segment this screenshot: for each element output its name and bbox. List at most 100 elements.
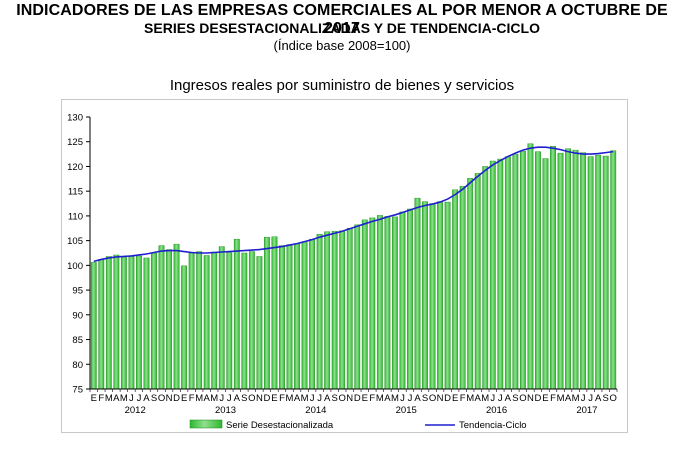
bar: [444, 201, 451, 390]
month-label: E: [452, 393, 458, 404]
month-label: A: [505, 393, 512, 404]
bar: [474, 173, 481, 390]
month-label: J: [317, 393, 322, 404]
bar: [196, 251, 203, 390]
bar: [550, 145, 556, 390]
bar: [557, 152, 564, 390]
year-label: 2014: [305, 405, 326, 416]
bar: [241, 252, 248, 390]
bar: [437, 201, 443, 390]
y-tick-label: 115: [68, 187, 83, 198]
year-label: 2015: [396, 405, 417, 416]
month-label: O: [158, 393, 165, 404]
month-label: A: [324, 393, 331, 404]
bar: [610, 150, 617, 390]
month-label: J: [219, 393, 224, 404]
month-label: D: [263, 393, 270, 404]
bar: [452, 189, 459, 390]
bar: [384, 216, 391, 390]
bar: [535, 151, 541, 390]
month-label: N: [437, 393, 444, 404]
month-label: D: [535, 393, 542, 404]
bar: [286, 244, 293, 390]
bar: [512, 153, 519, 390]
bar: [203, 255, 210, 390]
month-label: A: [113, 393, 120, 404]
month-label: F: [550, 393, 556, 404]
month-label: M: [195, 393, 203, 404]
month-label: J: [400, 393, 405, 404]
month-label: J: [137, 393, 142, 404]
month-label: F: [279, 393, 285, 404]
bar: [256, 256, 263, 390]
month-label: D: [354, 393, 361, 404]
bar: [407, 208, 413, 390]
bar: [519, 150, 526, 390]
bar: [233, 238, 240, 390]
month-label: A: [384, 393, 391, 404]
month-label: A: [143, 393, 150, 404]
month-label: J: [498, 393, 503, 404]
bar: [120, 256, 127, 390]
month-label: M: [481, 393, 489, 404]
bar: [459, 186, 466, 390]
month-label: J: [129, 393, 134, 404]
month-label: N: [166, 393, 173, 404]
month-label: A: [294, 393, 301, 404]
month-label: M: [391, 393, 399, 404]
bar: [392, 216, 398, 390]
y-tick-label: 130: [67, 113, 83, 124]
month-label: M: [210, 393, 218, 404]
year-label: 2012: [125, 405, 146, 416]
bar: [128, 256, 135, 390]
bar: [482, 166, 489, 390]
month-label: A: [204, 393, 211, 404]
month-label: A: [595, 393, 602, 404]
month-label: D: [173, 393, 180, 404]
y-tick-label: 85: [72, 335, 83, 346]
bar: [188, 252, 195, 390]
trend-line: [93, 146, 614, 263]
month-label: A: [565, 393, 572, 404]
year-label: 2013: [215, 405, 236, 416]
month-label: N: [256, 393, 263, 404]
y-tick-label: 105: [67, 236, 83, 247]
bar: [489, 160, 496, 390]
chart-frame: [61, 99, 628, 433]
bar: [361, 219, 368, 390]
bar: [136, 255, 142, 390]
bar: [113, 254, 120, 390]
bar: [331, 231, 338, 390]
month-label: D: [444, 393, 451, 404]
report-subtitle: SERIES DESESTACIONALIZADAS Y DE TENDENCI…: [144, 20, 540, 36]
bar: [309, 238, 316, 390]
bar: [316, 234, 323, 390]
bar: [294, 243, 300, 390]
month-label: F: [189, 393, 195, 404]
bar: [158, 245, 165, 390]
legend-line-label: Tendencia-Ciclo: [459, 420, 527, 431]
legend-bar-swatch: [189, 419, 223, 429]
bar: [414, 197, 421, 390]
month-label: E: [271, 393, 277, 404]
month-label: F: [369, 393, 375, 404]
month-label: M: [286, 393, 294, 404]
bar: [279, 245, 285, 390]
bar: [354, 224, 361, 390]
bar: [143, 257, 150, 390]
y-tick-label: 75: [72, 385, 83, 396]
month-label: M: [105, 393, 113, 404]
bar: [580, 152, 587, 390]
month-label: N: [346, 393, 353, 404]
month-label: N: [527, 393, 534, 404]
month-label: M: [572, 393, 580, 404]
bar: [105, 256, 112, 390]
month-label: O: [429, 393, 436, 404]
bar: [339, 230, 346, 390]
month-label: E: [362, 393, 368, 404]
bar: [173, 243, 180, 390]
month-label: O: [519, 393, 526, 404]
y-tick-label: 125: [67, 137, 83, 148]
bar: [264, 236, 270, 390]
